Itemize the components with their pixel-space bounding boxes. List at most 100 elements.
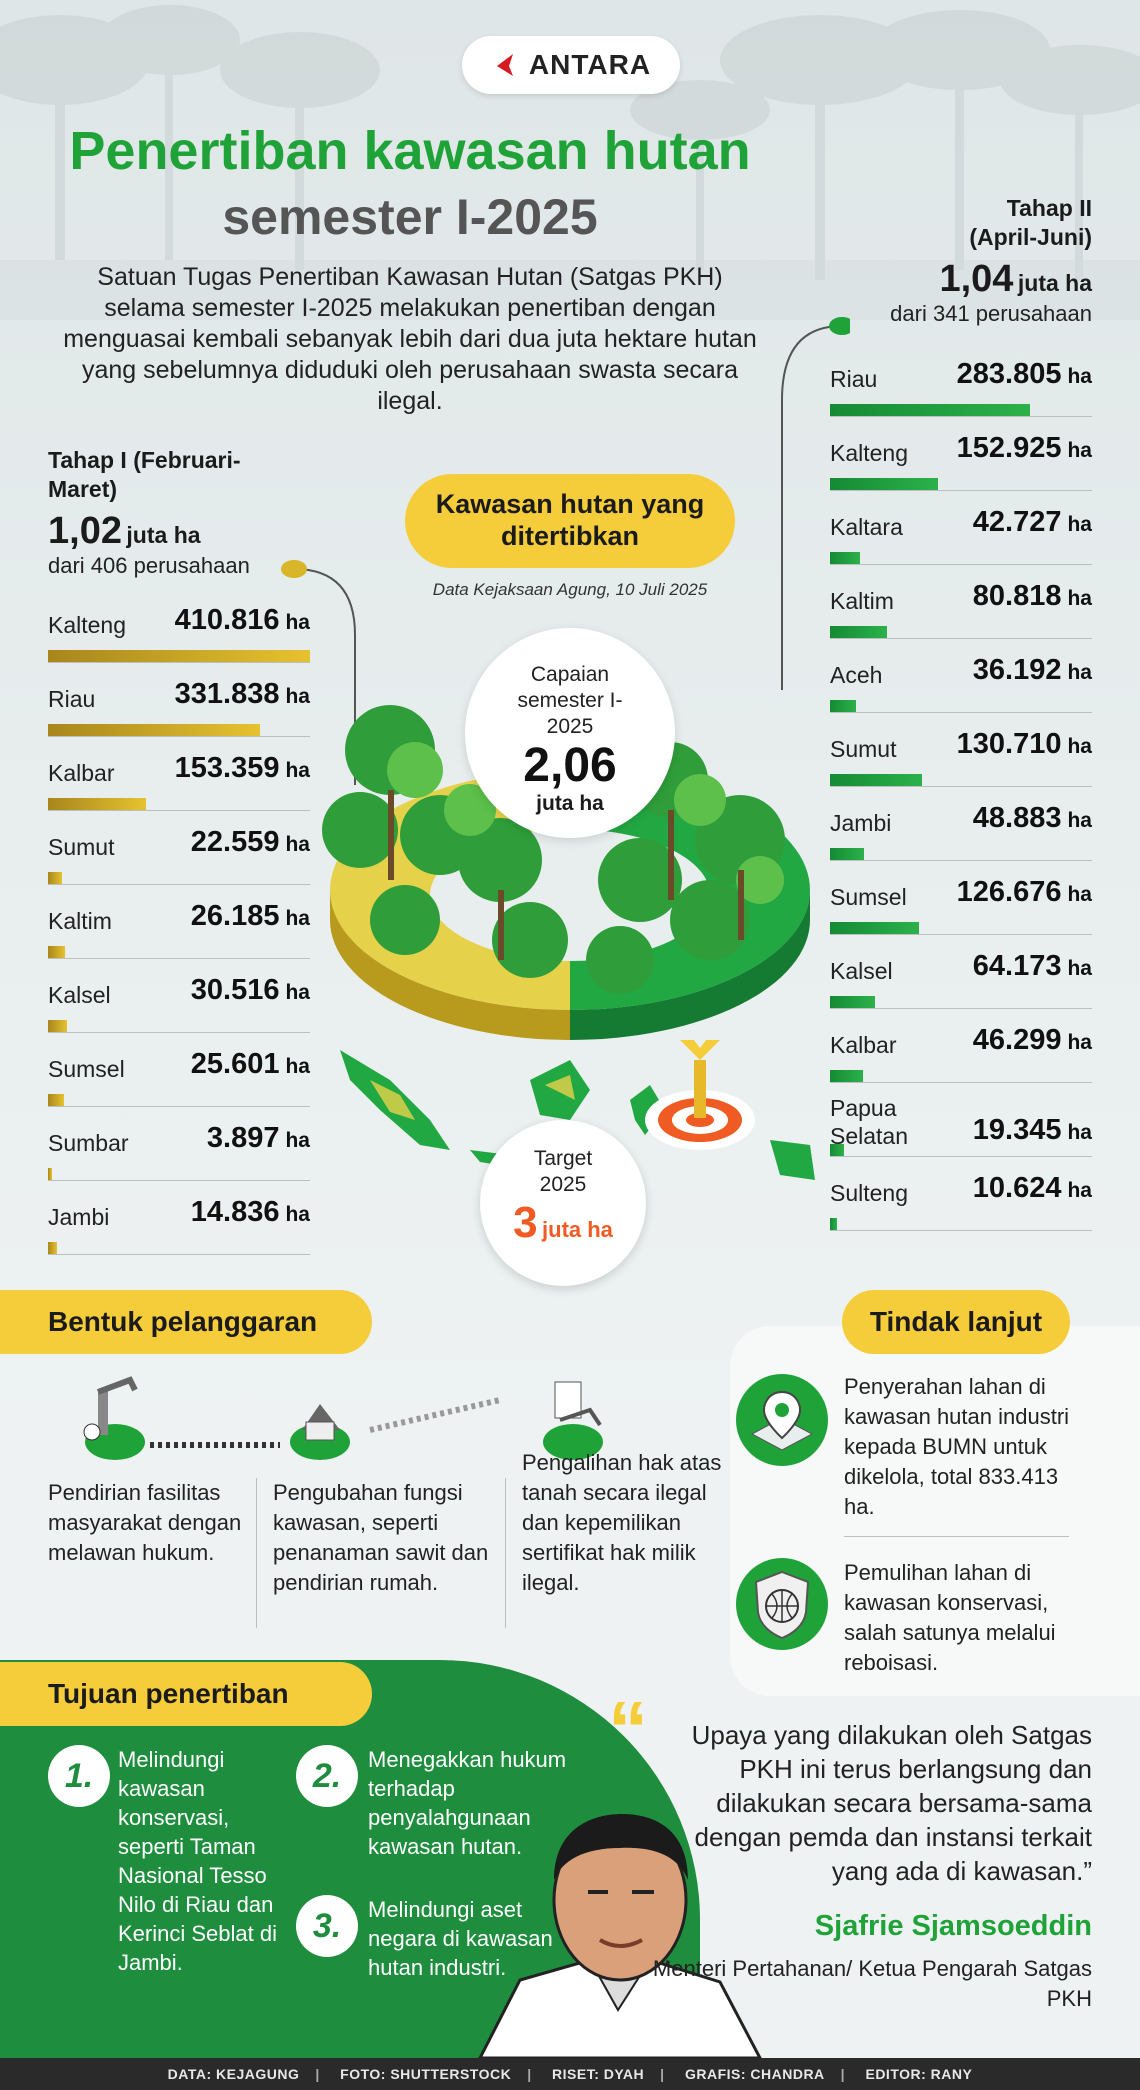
phase2-row: Papua Selatan 19.345 ha bbox=[830, 1092, 1092, 1166]
source-note: Data Kejaksaan Agung, 10 Juli 2025 bbox=[432, 580, 708, 599]
phase2-row: Jambi 48.883 ha bbox=[830, 796, 1092, 870]
forest-area-pill: Kawasan hutan yang ditertibkan bbox=[405, 474, 735, 568]
phase1-category-label: Jambi bbox=[48, 1204, 110, 1230]
phase2-bar bbox=[830, 848, 864, 860]
phase2-value-label: 283.805 ha bbox=[956, 358, 1092, 390]
phase1-value-label: 14.836 ha bbox=[190, 1196, 310, 1228]
phase1-category-label: Riau bbox=[48, 686, 96, 712]
phase1-category-label: Kalsel bbox=[48, 982, 111, 1008]
phase1-divider bbox=[48, 810, 310, 811]
credit-graphics: GRAFIS: CHANDRA bbox=[684, 2066, 825, 2082]
phase2-category-label: Aceh bbox=[830, 662, 883, 688]
phase1-value-label: 3.897 ha bbox=[206, 1122, 310, 1154]
phase2-divider bbox=[830, 934, 1092, 935]
phase2-value-label: 36.192 ha bbox=[972, 654, 1092, 686]
phase2-value-label: 64.173 ha bbox=[972, 950, 1092, 982]
phase1-bar bbox=[48, 1168, 52, 1180]
intro-paragraph: Satuan Tugas Penertiban Kawasan Hutan (S… bbox=[63, 263, 757, 415]
phase1-row: Kalbar 153.359 ha bbox=[48, 746, 310, 820]
violation-item-1: Pendirian fasilitas masyarakat dengan me… bbox=[48, 1480, 242, 1565]
phase2-category-label: Riau bbox=[830, 366, 878, 392]
phase1-row: Riau 331.838 ha bbox=[48, 672, 310, 746]
phase2-bar-chart: Riau 283.805 ha Kalteng 152.925 ha Kaltara 42.7… bbox=[830, 352, 1092, 1264]
phase1-value-label: 331.838 ha bbox=[174, 678, 310, 710]
phase1-divider bbox=[48, 1032, 310, 1033]
goal-1-text: Melindungi kawasan konservasi, seperti T… bbox=[118, 1747, 277, 1975]
phase1-row: Kaltim 26.185 ha bbox=[48, 894, 310, 968]
phase1-bar bbox=[48, 724, 260, 736]
goal-3-number: 3. bbox=[296, 1895, 358, 1957]
goal-1-number: 1. bbox=[48, 1745, 110, 1807]
phase1-category-label: Kaltim bbox=[48, 908, 112, 934]
factory-icon bbox=[83, 1376, 145, 1460]
phase2-divider bbox=[830, 638, 1092, 639]
target-value: 3 bbox=[513, 1198, 538, 1247]
phase2-divider bbox=[830, 1230, 1092, 1231]
phase2-divider bbox=[830, 564, 1092, 565]
followup-item-1: Penyerahan lahan di kawasan hutan indust… bbox=[844, 1374, 1070, 1519]
phase2-value-label: 42.727 ha bbox=[972, 506, 1092, 538]
phase1-row: Sumbar 3.897 ha bbox=[48, 1116, 310, 1190]
phase2-bar bbox=[830, 478, 938, 490]
phase2-category-label: Kalsel bbox=[830, 958, 893, 984]
phase1-divider bbox=[48, 1106, 310, 1107]
phase1-total-unit: juta ha bbox=[126, 522, 201, 548]
phase2-row: Riau 283.805 ha bbox=[830, 352, 1092, 426]
phase1-category-label: Sumut bbox=[48, 834, 115, 860]
phase2-divider bbox=[830, 1008, 1092, 1009]
goal-3-text: Melindungi aset negara di kawasan hutan … bbox=[368, 1897, 553, 1980]
phase2-category-label: Kaltara bbox=[830, 514, 903, 540]
phase1-title: Tahap I (Februari-Maret) bbox=[48, 447, 241, 502]
phase1-divider bbox=[48, 1180, 310, 1181]
phase1-category-label: Kalbar bbox=[48, 760, 115, 786]
achievement-circle: Capaian semester I-2025 2,06 juta ha bbox=[465, 628, 675, 838]
phase2-row: Kaltara 42.727 ha bbox=[830, 500, 1092, 574]
logo-text: ANTARA bbox=[528, 49, 652, 80]
phase2-divider bbox=[830, 490, 1092, 491]
phase2-divider bbox=[830, 786, 1092, 787]
phase1-category-label: Kalteng bbox=[48, 612, 127, 638]
phase2-category-label: Sumsel bbox=[830, 884, 907, 910]
achievement-label: Capaian semester I-2025 bbox=[517, 663, 623, 738]
phase2-row: Sumsel 126.676 ha bbox=[830, 870, 1092, 944]
phase2-category-label: Kalteng bbox=[830, 440, 909, 466]
credit-photo: FOTO: SHUTTERSTOCK bbox=[340, 2066, 512, 2082]
phase2-divider bbox=[830, 416, 1092, 417]
phase1-connector bbox=[281, 560, 356, 785]
phase2-bar bbox=[830, 552, 860, 564]
phase2-row: Kalteng 152.925 ha bbox=[830, 426, 1092, 500]
phase2-value-label: 10.624 ha bbox=[972, 1172, 1092, 1204]
target-unit: juta ha bbox=[542, 1217, 613, 1242]
phase2-divider bbox=[830, 1082, 1092, 1083]
phase2-divider bbox=[830, 1156, 1092, 1157]
phase2-divider bbox=[830, 860, 1092, 861]
quote-text: Upaya yang dilakukan oleh Satgas PKH ini… bbox=[691, 1720, 1092, 1886]
phase2-row: Kaltim 80.818 ha bbox=[830, 574, 1092, 648]
phase2-bar bbox=[830, 1070, 863, 1082]
phase1-value-label: 410.816 ha bbox=[174, 604, 310, 636]
phase1-bar bbox=[48, 650, 310, 662]
phase1-header: Tahap I (Februari-Maret) 1,02 juta ha da… bbox=[48, 446, 308, 579]
phase1-bar bbox=[48, 1020, 67, 1032]
violation-item-3: Pengalihan hak atas tanah secara ilegal … bbox=[522, 1450, 722, 1595]
phase2-connector bbox=[781, 317, 850, 690]
followup-item-2: Pemulihan lahan di kawasan konservasi, s… bbox=[844, 1560, 1056, 1675]
phase2-total: 1,04 bbox=[939, 258, 1014, 300]
credit-research: RISET: DYAH bbox=[552, 2066, 645, 2082]
phase2-value-label: 46.299 ha bbox=[972, 1024, 1092, 1056]
violation-icons bbox=[83, 1376, 603, 1460]
phase2-value-label: 126.676 ha bbox=[956, 876, 1092, 908]
phase1-row: Kalsel 30.516 ha bbox=[48, 968, 310, 1042]
phase1-row: Kalteng 410.816 ha bbox=[48, 598, 310, 672]
phase1-total: 1,02 bbox=[48, 510, 122, 552]
speaker-name: Sjafrie Sjamsoeddin bbox=[814, 1910, 1092, 1942]
goal-2-text: Menegakkan hukum terhadap penyalahgunaan… bbox=[368, 1747, 567, 1859]
phase2-subtitle: dari 341 perusahaan bbox=[890, 301, 1092, 326]
speaker-role: Menteri Pertahanan/ Ketua Pengarah Satga… bbox=[652, 1956, 1092, 2011]
credit-data: DATA: KEJAGUNG bbox=[167, 2066, 300, 2082]
goal-2-number: 2. bbox=[296, 1745, 358, 1807]
phase2-value-label: 19.345 ha bbox=[972, 1114, 1092, 1146]
antara-logo-icon bbox=[496, 54, 513, 76]
quote-mark: “ bbox=[608, 1685, 648, 1774]
phase2-category-label: Sumut bbox=[830, 736, 897, 762]
